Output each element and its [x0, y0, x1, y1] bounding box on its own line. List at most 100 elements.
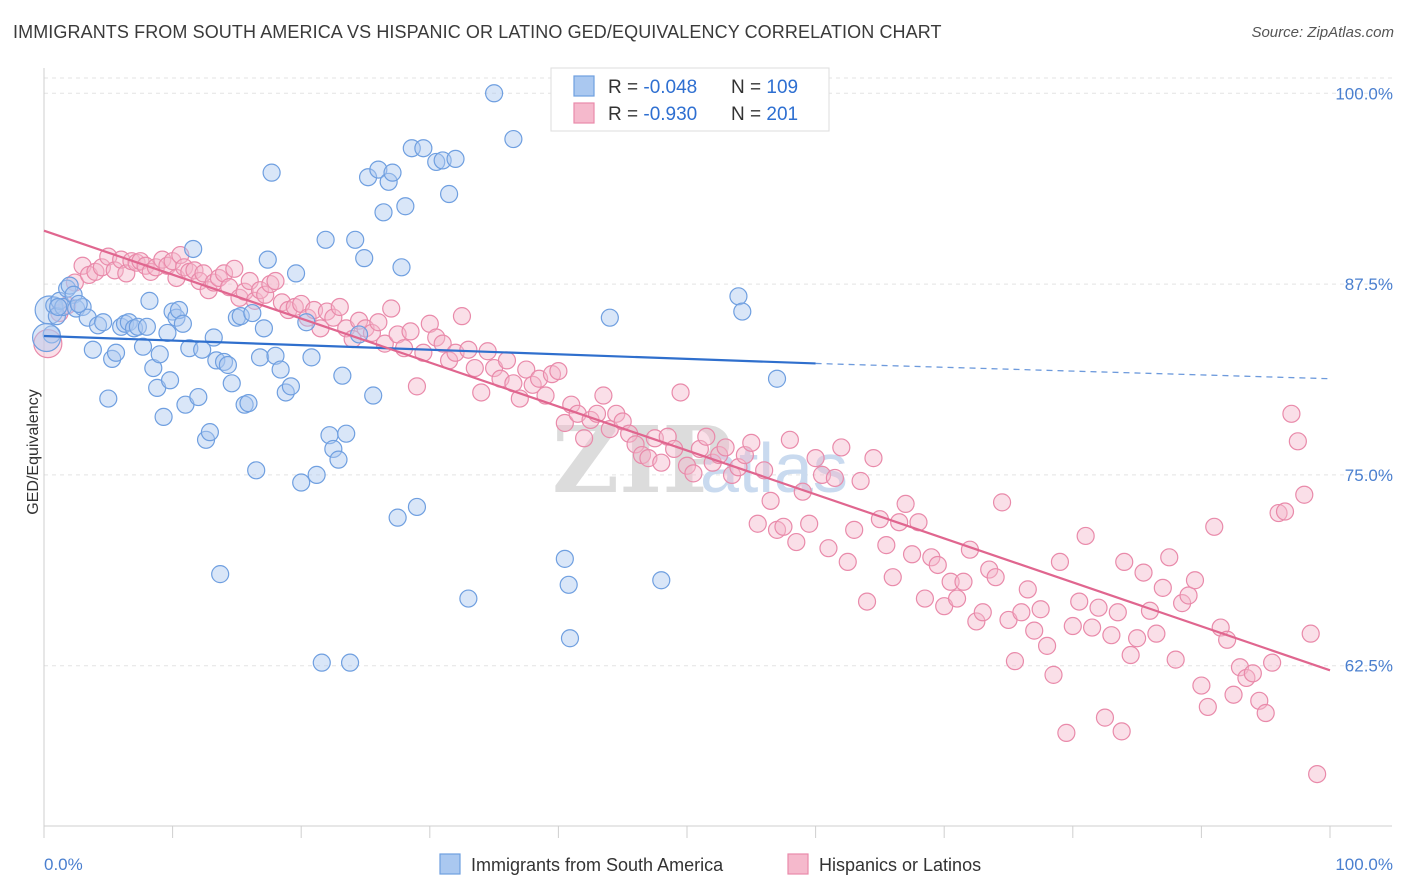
hispanic-point-140: [902, 545, 922, 564]
hispanic-point-62: [401, 322, 420, 341]
hispanic-point-40: [261, 274, 280, 294]
hispanic-point-94: [607, 404, 626, 423]
hispanic-point-139: [896, 494, 915, 514]
watermark-atlas: atlas: [700, 429, 848, 507]
immigrant-point-28: [150, 345, 169, 364]
trend-line-immigrants-extrapolated: [815, 362, 1331, 380]
immigrant-point-101: [600, 308, 619, 327]
immigrant-point-97: [504, 129, 523, 149]
immigrant-point-13: [88, 316, 108, 335]
y-tick-label-2: 75.0%: [1345, 466, 1393, 485]
legend-n-label-1: N =: [731, 77, 766, 98]
immigrant-point-64: [292, 473, 311, 492]
hispanic-point-73: [472, 383, 491, 402]
immigrant-point-107: [49, 297, 68, 317]
hispanic-point-97: [626, 435, 645, 454]
trend-lines: [43, 229, 1331, 672]
hispanic-point-59: [382, 299, 401, 318]
hispanic-point-146: [941, 572, 960, 591]
hispanic-point-169: [1089, 598, 1108, 617]
hispanic-point-63: [407, 377, 427, 396]
hispanic-point-116: [748, 514, 767, 533]
immigrant-point-54: [247, 461, 266, 480]
legend-row-2: R = -0.930: [608, 104, 697, 125]
immigrant-point-58: [262, 163, 281, 182]
immigrant-point-87: [396, 197, 415, 216]
hispanic-point-179: [1153, 578, 1172, 597]
immigrant-point-31: [160, 371, 180, 390]
immigrant-point-67: [307, 465, 326, 484]
legend-swatch-blue: [573, 75, 595, 97]
immigrant-point-43: [204, 328, 223, 347]
hispanic-point-183: [1179, 586, 1198, 605]
immigrant-point-90: [414, 139, 433, 158]
legend-r-label-2: R =: [608, 104, 643, 125]
immigrant-point-55: [250, 348, 270, 367]
legend-n-label-2: N =: [731, 104, 766, 125]
hispanic-point-187: [1205, 517, 1224, 536]
hispanic-point-178: [1147, 624, 1166, 643]
hispanic-point-201: [1295, 485, 1314, 504]
legend-r-value-1: -0.048: [643, 77, 697, 98]
hispanic-point-185: [1192, 676, 1211, 695]
hispanic-point-157: [1012, 603, 1031, 622]
hispanic-point-164: [1057, 723, 1076, 742]
immigrant-point-71: [324, 439, 343, 459]
immigrant-point-53: [243, 303, 262, 323]
immigrant-point-66: [302, 348, 321, 367]
immigrant-point-80: [364, 386, 383, 405]
immigrant-point-75: [340, 653, 360, 672]
hispanic-point-203: [1308, 764, 1327, 784]
hispanic-point-202: [1301, 624, 1320, 643]
hispanic-point-174: [1121, 645, 1140, 665]
immigrant-point-60: [271, 360, 290, 379]
immigrant-point-76: [346, 230, 365, 249]
immigrant-point-59: [266, 346, 285, 365]
immigrant-point-29: [154, 407, 173, 426]
hispanic-point-182: [1173, 594, 1192, 613]
hispanic-point-152: [980, 560, 999, 579]
hispanic-point-193: [1243, 664, 1262, 683]
immigrant-point-69: [316, 230, 335, 249]
legend-box: [550, 67, 830, 132]
source-label: Source: ZipAtlas.com: [1251, 24, 1394, 41]
hispanic-point-166: [1070, 592, 1089, 611]
trend-line-immigrants: [43, 334, 816, 365]
immigrant-point-47: [218, 355, 237, 375]
hispanic-point-153: [986, 568, 1005, 587]
immigrant-point-86: [392, 258, 411, 277]
immigrant-point-98: [555, 549, 574, 568]
x-tick-label-min: 0.0%: [44, 855, 83, 874]
bottom-legend: Immigrants from South America Hispanics …: [439, 853, 981, 875]
immigrant-point-95: [459, 589, 478, 608]
hispanic-point-36: [240, 271, 259, 291]
hispanic-point-163: [1050, 552, 1070, 572]
y-tick-label-1: 87.5%: [1345, 275, 1393, 294]
hispanic-point-115: [742, 433, 761, 452]
immigrant-point-79: [358, 168, 378, 187]
immigrant-point-99: [559, 575, 578, 594]
hispanic-point-121: [780, 430, 799, 449]
immigrant-point-48: [222, 374, 241, 393]
hispanic-point-198: [1275, 502, 1295, 521]
immigrant-point-25: [140, 291, 159, 310]
hispanic-point-144: [928, 555, 947, 575]
immigrant-point-96: [485, 84, 504, 103]
hispanic-point-136: [877, 536, 896, 555]
immigrant-point-63: [286, 264, 306, 283]
immigrant-point-108: [69, 294, 88, 314]
hispanic-point-132: [851, 471, 870, 491]
hispanic-point-57: [369, 313, 388, 332]
immigrant-point-44: [207, 351, 226, 370]
hispanic-point-104: [671, 383, 690, 402]
hispanic-point-124: [800, 514, 819, 533]
immigrant-point-91: [427, 152, 446, 172]
immigrant-point-45: [211, 565, 230, 584]
hispanic-point-72: [465, 358, 484, 378]
chart-title: IMMIGRANTS FROM SOUTH AMERICA VS HISPANI…: [13, 22, 942, 42]
hispanic-point-186: [1198, 697, 1217, 717]
hispanic-point-51: [330, 297, 349, 317]
hispanic-point-134: [864, 449, 883, 468]
immigrant-point-104: [733, 302, 752, 321]
